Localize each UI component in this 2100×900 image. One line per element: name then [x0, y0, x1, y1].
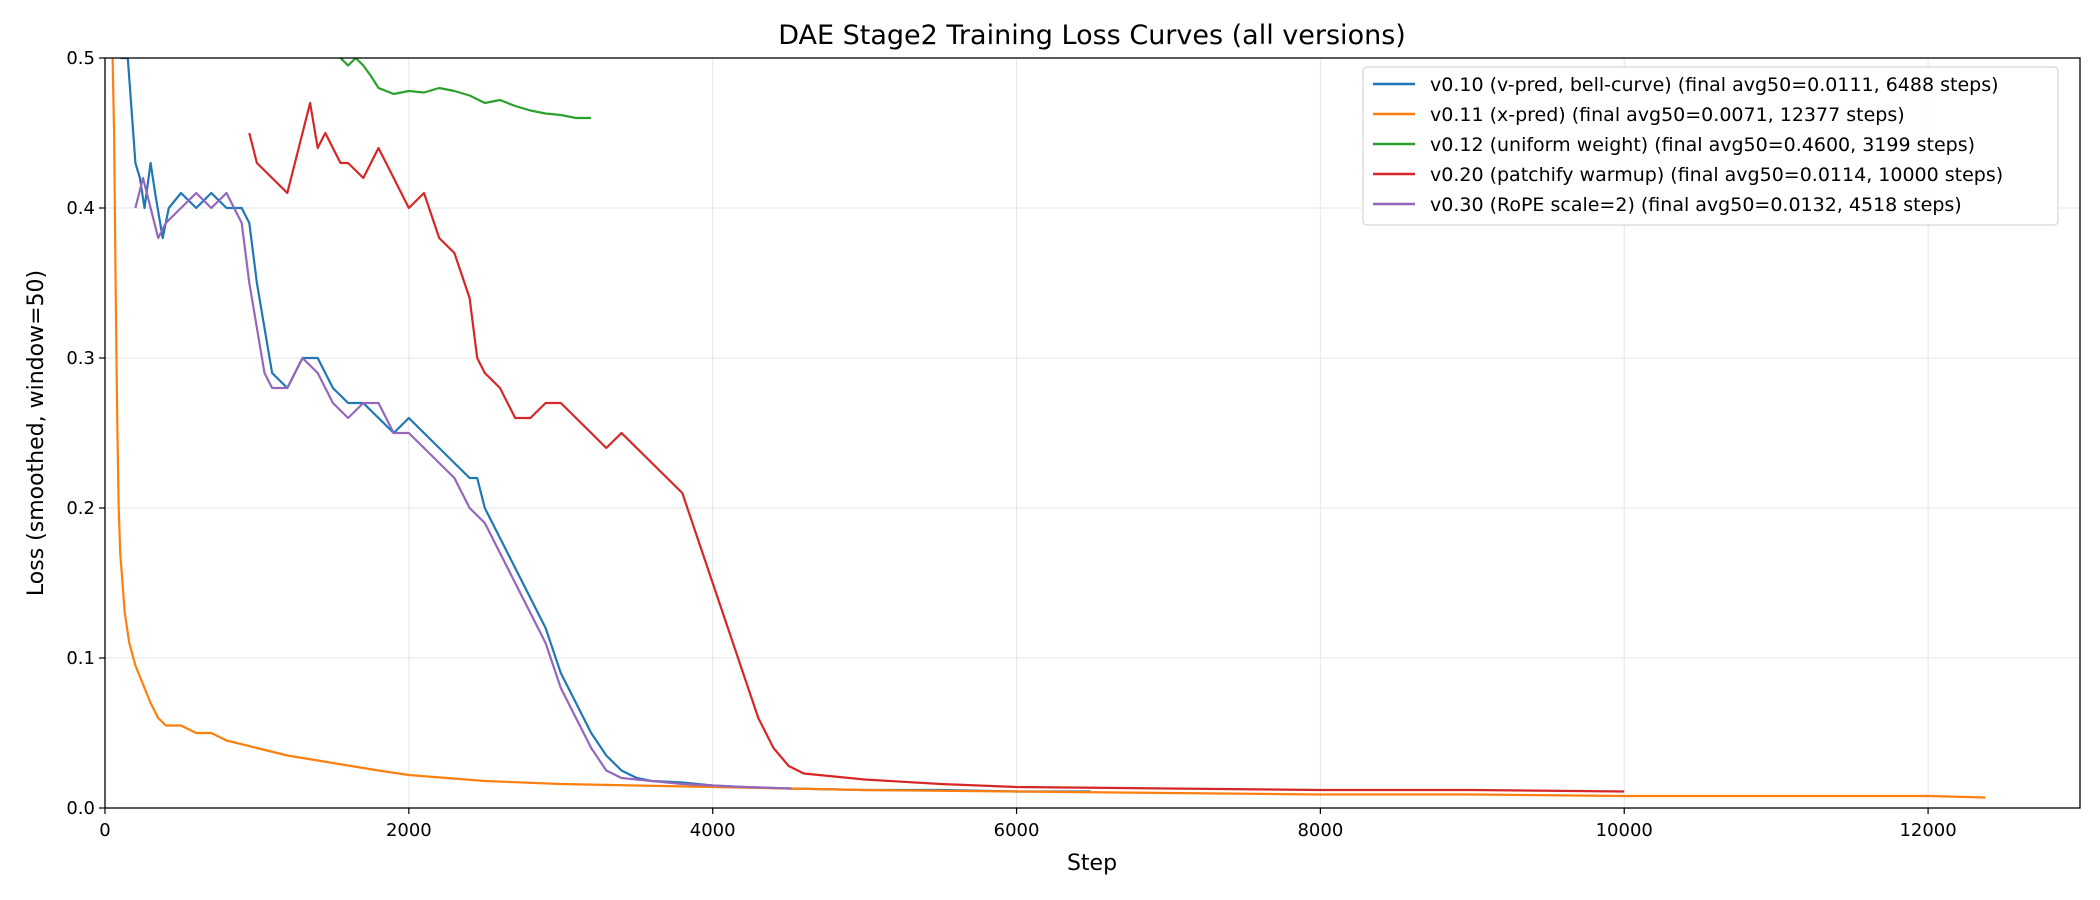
series-line-1	[111, 58, 1986, 799]
series-line-4	[134, 176, 792, 790]
x-axis-label: Step	[1067, 851, 1117, 876]
x-axis: 0 2000 4000 6000 8000 10000 12000	[99, 808, 1957, 841]
x-tick-label: 12000	[1899, 820, 1956, 841]
chart-title: DAE Stage2 Training Loss Curves (all ver…	[778, 20, 1406, 51]
y-tick-label: 0.0	[66, 798, 95, 819]
legend-label-0: v0.10 (v-pred, bell-curve) (final avg50=…	[1430, 74, 1999, 96]
x-tick-label: 10000	[1596, 820, 1653, 841]
x-tick-label: 8000	[1297, 820, 1343, 841]
x-tick-label: 6000	[994, 820, 1040, 841]
y-tick-label: 0.4	[66, 198, 95, 219]
y-axis-label: Loss (smoothed, window=50)	[24, 270, 49, 596]
y-tick-label: 0.1	[66, 648, 95, 669]
x-tick-label: 0	[99, 820, 110, 841]
series-layer	[111, 58, 1986, 799]
legend-label-2: v0.12 (uniform weight) (final avg50=0.46…	[1430, 134, 1975, 156]
series-line-3	[248, 101, 1625, 793]
legend-label-3: v0.20 (patchify warmup) (final avg50=0.0…	[1430, 164, 2003, 186]
x-tick-label: 4000	[690, 820, 736, 841]
legend-box	[1362, 66, 2059, 226]
legend-label-1: v0.11 (x-pred) (final avg50=0.0071, 1237…	[1430, 104, 1905, 126]
y-tick-label: 0.2	[66, 498, 95, 519]
y-tick-label: 0.5	[66, 48, 95, 69]
legend: v0.10 (v-pred, bell-curve) (final avg50=…	[1362, 66, 2059, 226]
series-line-2	[339, 58, 591, 120]
y-tick-label: 0.3	[66, 348, 95, 369]
x-tick-label: 2000	[386, 820, 432, 841]
legend-label-4: v0.30 (RoPE scale=2) (final avg50=0.0132…	[1430, 194, 1962, 216]
y-axis: 0.0 0.1 0.2 0.3 0.4 0.5	[66, 48, 105, 819]
plot-frame	[104, 57, 2081, 809]
